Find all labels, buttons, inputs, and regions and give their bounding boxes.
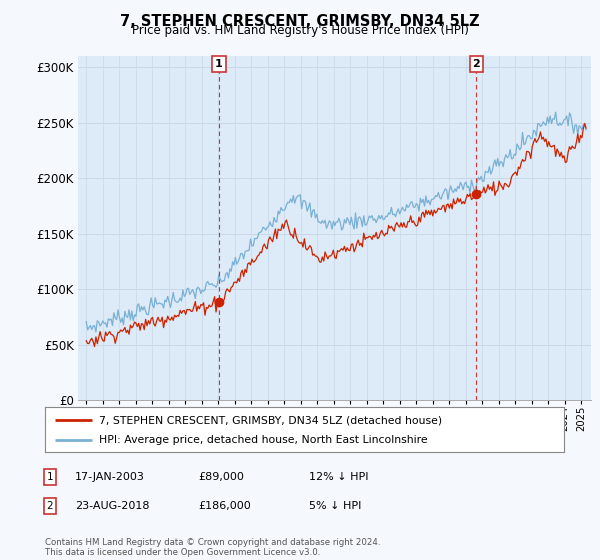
Text: £186,000: £186,000 [198,501,251,511]
Text: Contains HM Land Registry data © Crown copyright and database right 2024.
This d: Contains HM Land Registry data © Crown c… [45,538,380,557]
Text: 2: 2 [46,501,53,511]
Text: 7, STEPHEN CRESCENT, GRIMSBY, DN34 5LZ: 7, STEPHEN CRESCENT, GRIMSBY, DN34 5LZ [120,14,480,29]
Text: 12% ↓ HPI: 12% ↓ HPI [309,472,368,482]
Text: 7, STEPHEN CRESCENT, GRIMSBY, DN34 5LZ (detached house): 7, STEPHEN CRESCENT, GRIMSBY, DN34 5LZ (… [100,416,443,426]
Text: 5% ↓ HPI: 5% ↓ HPI [309,501,361,511]
Text: £89,000: £89,000 [198,472,244,482]
Text: 1: 1 [46,472,53,482]
Text: 17-JAN-2003: 17-JAN-2003 [75,472,145,482]
Text: 23-AUG-2018: 23-AUG-2018 [75,501,149,511]
Text: HPI: Average price, detached house, North East Lincolnshire: HPI: Average price, detached house, Nort… [100,435,428,445]
Text: Price paid vs. HM Land Registry's House Price Index (HPI): Price paid vs. HM Land Registry's House … [131,24,469,37]
Text: 2: 2 [472,59,480,69]
Text: 1: 1 [215,59,223,69]
